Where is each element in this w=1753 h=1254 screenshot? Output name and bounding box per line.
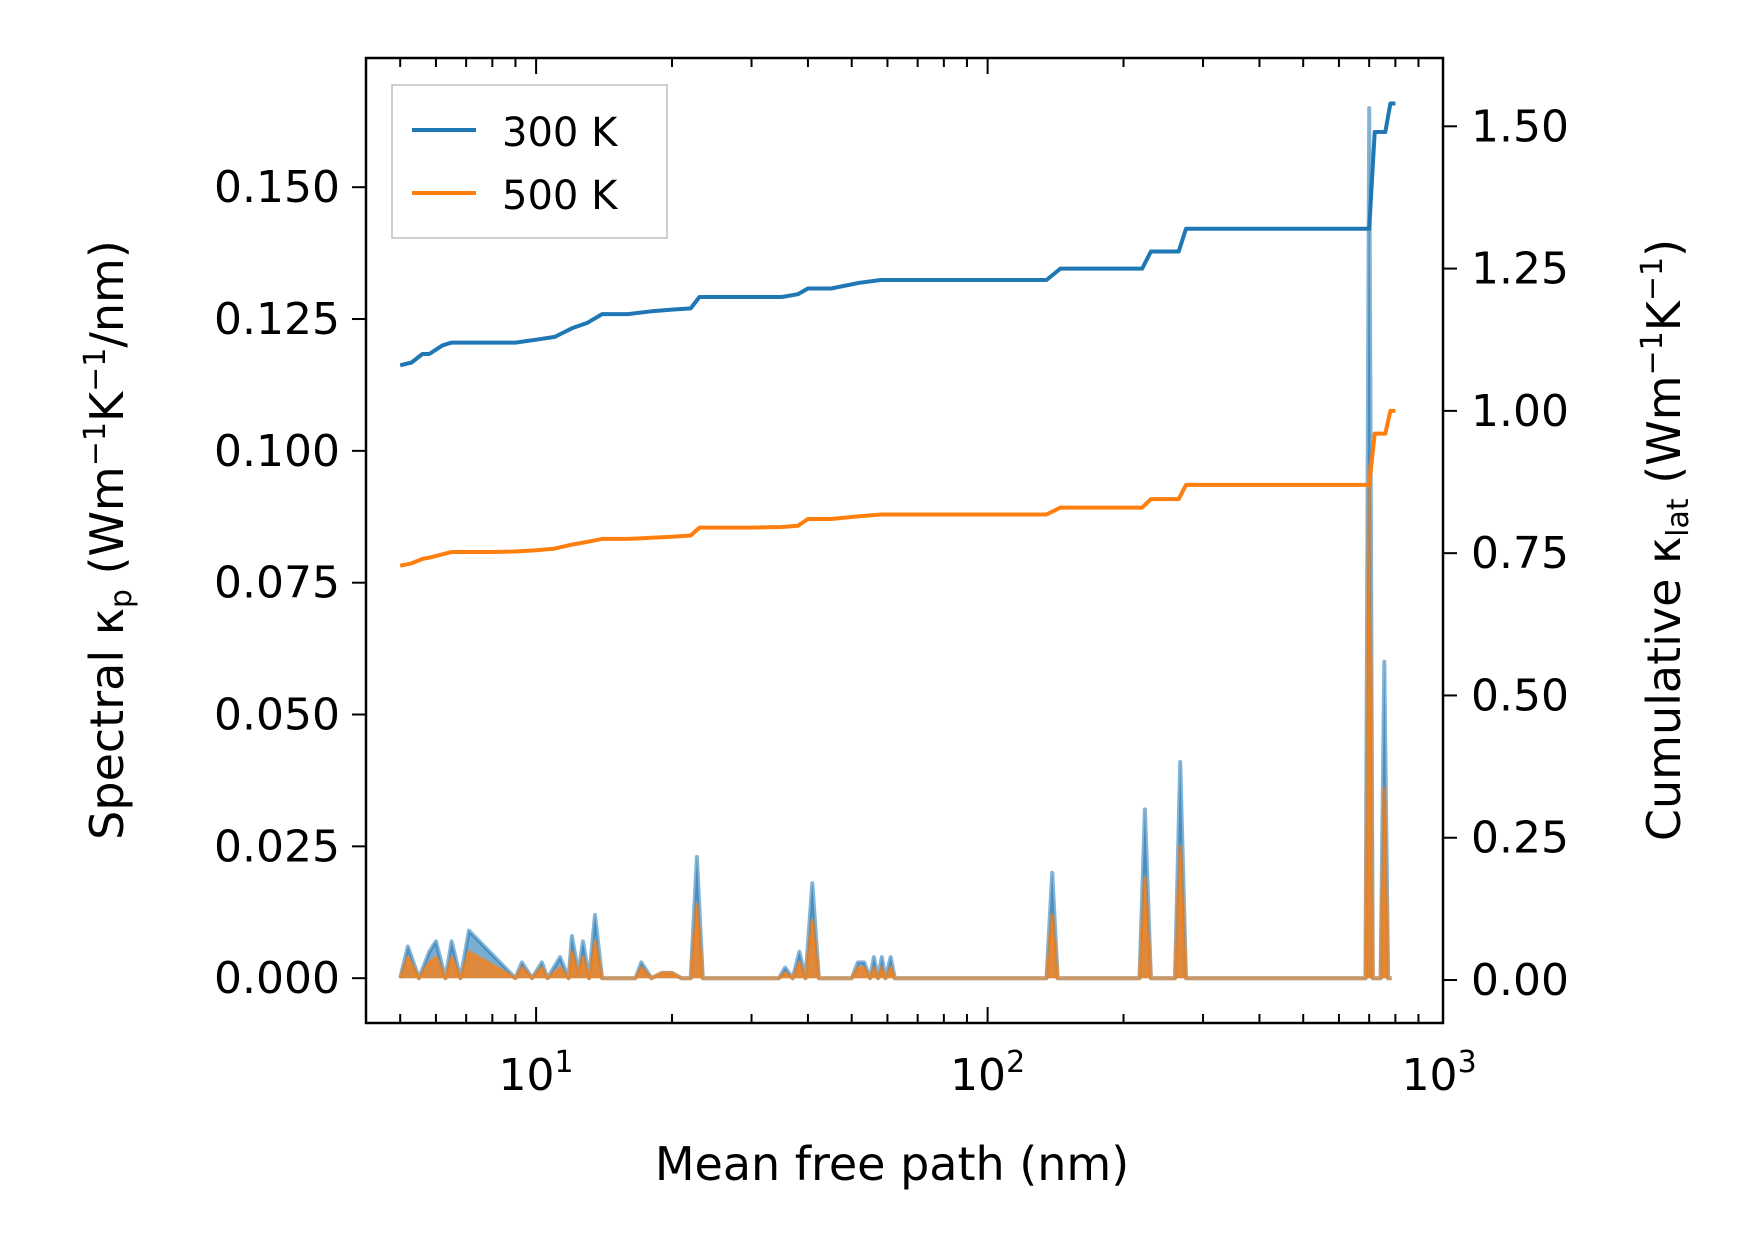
cumulative-line-500k — [399, 408, 1396, 568]
left-y-axis-label: Spectral κp (Wm−1K−1/nm) — [78, 240, 139, 840]
axes-frame — [364, 56, 1445, 1025]
right-y-tick-label: 1.25 — [1471, 244, 1569, 295]
right-y-tick-label: 1.50 — [1471, 101, 1569, 152]
legend: 300 K 500 K — [391, 84, 668, 239]
right-y-tick-label: 0.50 — [1471, 670, 1569, 721]
left-y-tick-label: 0.100 — [214, 426, 340, 477]
x-tick-label: 103 — [1402, 1045, 1477, 1101]
spectral-line-500k — [398, 464, 1392, 981]
legend-label-300k: 300 K — [502, 110, 619, 156]
axes: 101 102 103 0.000 0.025 0.050 0.075 0.100 0.125 0… — [214, 56, 1569, 1101]
x-tick-label: 101 — [499, 1045, 574, 1101]
right-y-tick-label: 0.75 — [1471, 528, 1569, 579]
left-y-tick-label: 0.150 — [214, 162, 340, 213]
x-axis-label: Mean free path (nm) — [655, 1137, 1129, 1191]
right-y-tick-label: 1.00 — [1471, 386, 1569, 437]
right-y-tick-label: 0.00 — [1471, 955, 1569, 1006]
left-y-tick-label: 0.050 — [214, 690, 340, 741]
cumulative-line-300k — [399, 101, 1396, 368]
left-y-tick-label: 0.025 — [214, 821, 340, 872]
right-y-axis-label: Cumulative κlat (Wm−1K−1) — [1635, 239, 1696, 841]
plot-area — [398, 101, 1396, 981]
left-y-tick-label: 0.000 — [214, 953, 340, 1004]
legend-box — [391, 84, 668, 239]
right-y-tick-label: 0.25 — [1471, 813, 1569, 864]
left-y-tick-label: 0.125 — [214, 294, 340, 345]
legend-label-500k: 500 K — [502, 173, 619, 219]
left-y-tick-label: 0.075 — [214, 558, 340, 609]
x-tick-label: 102 — [950, 1045, 1025, 1101]
